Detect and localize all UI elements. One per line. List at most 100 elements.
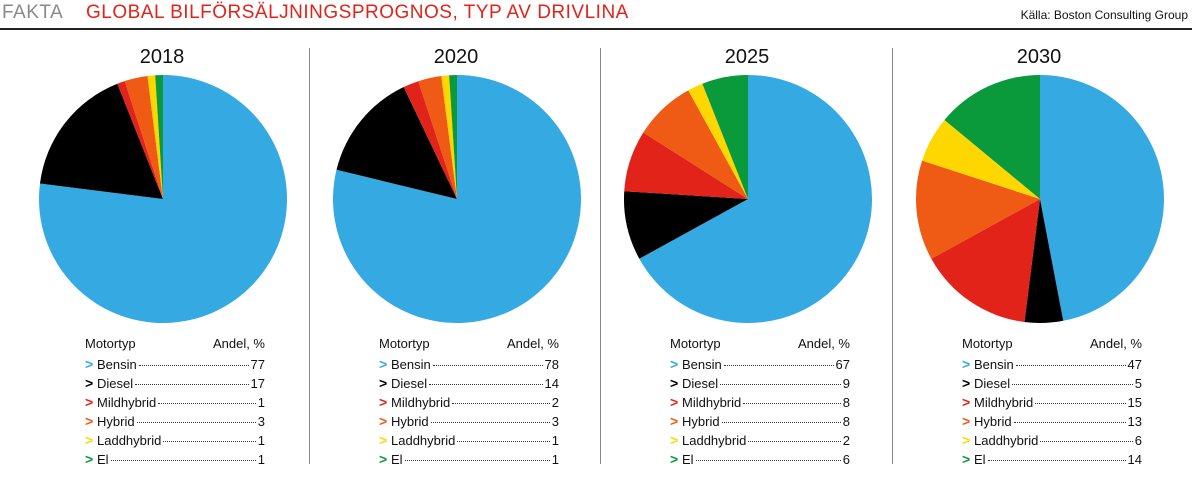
legend-header-motortyp: Motortyp — [379, 336, 430, 351]
divider — [892, 48, 893, 464]
chevron-right-icon: > — [85, 432, 94, 448]
legend-value: 1 — [551, 452, 559, 467]
legend-value: 47 — [1127, 357, 1142, 372]
pie-slice-hybrid — [643, 90, 748, 199]
legend-value: 67 — [835, 357, 850, 372]
legend-header: Motortyp Andel, % — [670, 336, 850, 356]
legend-value: 1 — [257, 395, 265, 410]
pie-slice-diesel — [1024, 199, 1064, 323]
legend-row-hybrid: > Hybrid 3 — [85, 413, 265, 432]
dot-leader — [138, 365, 249, 366]
legend-row-diesel: > Diesel 14 — [379, 375, 559, 394]
legend-label: Mildhybrid — [974, 395, 1034, 410]
pie-slice-el — [944, 75, 1040, 199]
legend-label: Hybrid — [391, 414, 429, 429]
pie-slice-bensin — [1040, 75, 1164, 321]
legend-label: Bensin — [391, 357, 431, 372]
legend-value: 15 — [1127, 395, 1142, 410]
chevron-right-icon: > — [670, 432, 679, 448]
chevron-right-icon: > — [379, 451, 388, 467]
legend-label: Bensin — [682, 357, 722, 372]
legend-value: 1 — [257, 433, 265, 448]
pie-slice-bensin — [639, 75, 873, 323]
legend-row-hybrid: > Hybrid 3 — [379, 413, 559, 432]
legend-row-laddhybrid: > Laddhybrid 2 — [670, 432, 850, 451]
legend-row-laddhybrid: > Laddhybrid 1 — [85, 432, 265, 451]
dot-leader — [723, 365, 834, 366]
legend-value: 8 — [842, 395, 850, 410]
divider — [600, 48, 601, 464]
legend-value: 77 — [250, 357, 265, 372]
legend-value: 3 — [551, 414, 559, 429]
dot-leader — [743, 403, 841, 404]
chevron-right-icon: > — [379, 432, 388, 448]
legend-header-motortyp: Motortyp — [670, 336, 721, 351]
legend-value: 9 — [842, 376, 850, 391]
dot-leader — [110, 460, 256, 461]
pie-slice-laddhybrid — [922, 119, 1040, 199]
dot-leader — [1012, 384, 1133, 385]
pie-slice-hybrid — [916, 160, 1040, 259]
legend-row-bensin: > Bensin 77 — [85, 356, 265, 375]
legend-value: 3 — [257, 414, 265, 429]
chevron-right-icon: > — [379, 356, 388, 372]
header: FAKTA GLOBAL BILFÖRSÄLJNINGSPROGNOS, TYP… — [0, 0, 1200, 30]
legend-row-mildhybrid: > Mildhybrid 8 — [670, 394, 850, 413]
chevron-right-icon: > — [962, 432, 971, 448]
legend-value: 1 — [257, 452, 265, 467]
legend: Motortyp Andel, % > Bensin 67 > Diesel 9 > Mildhy… — [670, 336, 850, 470]
pie-slice-mildhybrid — [117, 81, 163, 199]
legend-header: Motortyp Andel, % — [962, 336, 1142, 356]
chevron-right-icon: > — [962, 413, 971, 429]
legend-header-motortyp: Motortyp — [85, 336, 136, 351]
pie-slice-el — [702, 75, 748, 199]
chevron-right-icon: > — [85, 356, 94, 372]
legend-row-mildhybrid: > Mildhybrid 2 — [379, 394, 559, 413]
legend-label: Mildhybrid — [682, 395, 742, 410]
pie-title: 2030 — [1016, 46, 1062, 68]
dot-leader — [135, 384, 249, 385]
pie-chart — [623, 75, 873, 323]
legend-label: Laddhybrid — [682, 433, 747, 448]
chevron-right-icon: > — [670, 394, 679, 410]
dot-leader — [136, 422, 256, 423]
dot-leader — [1035, 403, 1126, 404]
legend-value: 13 — [1127, 414, 1142, 429]
legend-label: Hybrid — [974, 414, 1012, 429]
legend-value: 14 — [1127, 452, 1142, 467]
legend-value: 2 — [842, 433, 850, 448]
chevron-right-icon: > — [379, 375, 388, 391]
legend-value: 6 — [842, 452, 850, 467]
legend: Motortyp Andel, % > Bensin 47 > Diesel 5 > Mildhy… — [962, 336, 1142, 470]
legend-header: Motortyp Andel, % — [85, 336, 265, 356]
pie-panel-2018: 2018 Motortyp Andel, % > Bensin 77 > Diesel 17 > M… — [15, 30, 309, 500]
pie-slice-el — [155, 74, 163, 199]
legend-value: 17 — [250, 376, 265, 391]
pie-title: 2020 — [433, 46, 479, 68]
chevron-right-icon: > — [962, 451, 971, 467]
pie-slice-bensin — [39, 75, 288, 323]
dot-leader — [429, 384, 543, 385]
pie-slice-diesel — [623, 191, 748, 259]
legend-label: Mildhybrid — [391, 395, 451, 410]
legend-label: El — [974, 452, 986, 467]
chevron-right-icon: > — [670, 413, 679, 429]
legend-label: Hybrid — [682, 414, 720, 429]
legend-row-mildhybrid: > Mildhybrid 1 — [85, 394, 265, 413]
legend-label: El — [682, 452, 694, 467]
chevron-right-icon: > — [670, 375, 679, 391]
legend-header-motortyp: Motortyp — [962, 336, 1013, 351]
chevron-right-icon: > — [85, 451, 94, 467]
divider — [309, 48, 310, 464]
legend-value: 8 — [842, 414, 850, 429]
header-rule — [0, 28, 1192, 30]
dot-leader — [432, 365, 543, 366]
chevron-right-icon: > — [85, 375, 94, 391]
legend-label: Diesel — [391, 376, 428, 391]
legend-value: 6 — [1134, 433, 1142, 448]
legend-label: Hybrid — [97, 414, 135, 429]
dot-leader — [430, 422, 550, 423]
legend-value: 78 — [544, 357, 559, 372]
pie-slice-hybrid — [124, 75, 163, 199]
pie-title: 2025 — [724, 46, 770, 68]
